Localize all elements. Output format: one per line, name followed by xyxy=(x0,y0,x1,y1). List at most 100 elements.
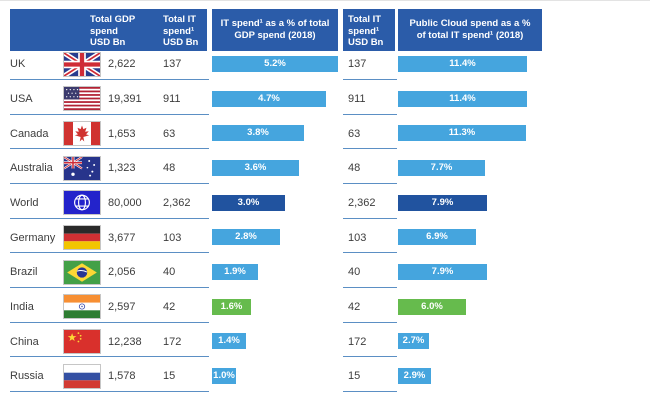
gdp-spend-value: 2,622 xyxy=(108,58,136,71)
it-spend-value-2: 103 xyxy=(348,231,367,244)
country-label: Australia xyxy=(10,162,53,175)
table-row: World 80,000 2,362 3.0% 2,362 7.9% xyxy=(0,186,650,221)
it-spend-value-2: 2,362 xyxy=(348,197,376,210)
header-public-cloud-pct-of-it: Public Cloud spend as a % of total IT sp… xyxy=(398,9,542,51)
it-spend-value: 137 xyxy=(163,58,182,71)
row-separator-left xyxy=(10,113,209,115)
row-separator-right xyxy=(343,183,397,184)
gdp-spend-value: 1,653 xyxy=(108,127,136,140)
country-label: Germany xyxy=(10,231,56,244)
country-label: USA xyxy=(10,93,33,105)
table-row: Australia 1,323 48 3.6% 48 7.7% xyxy=(0,151,650,186)
row-separator-right xyxy=(343,113,397,115)
header-total-it-spend-2: Total IT spend¹ USD Bn xyxy=(343,9,395,51)
cloud-pct-of-it-bar: 2.7% xyxy=(398,333,429,350)
it-pct-of-gdp-bar: 3.8% xyxy=(212,125,304,142)
header-country-gdp-it-block: Total GDP spend USD Bn Total IT spend¹ U… xyxy=(10,9,207,51)
it-spend-value-2: 42 xyxy=(348,301,361,314)
table-row: Brazil 2,056 40 1.9% 40 7.9% xyxy=(0,255,650,290)
cloud-pct-of-it-bar: 11.4% xyxy=(398,56,527,72)
gdp-spend-value: 3,677 xyxy=(108,231,136,244)
cloud-pct-of-it-bar: 11.4% xyxy=(398,90,527,107)
cloud-pct-of-it-bar: 6.0% xyxy=(398,298,466,315)
it-spend-value: 15 xyxy=(163,370,176,383)
row-separator-right xyxy=(343,356,397,358)
usa-flag-icon xyxy=(63,86,101,112)
country-label: India xyxy=(10,301,34,314)
canada-flag-icon xyxy=(63,120,101,146)
row-separator-left xyxy=(10,252,209,254)
it-pct-of-gdp-bar: 1.9% xyxy=(212,264,258,281)
it-spend-value: 42 xyxy=(163,301,176,314)
table-row: India 2,597 42 1.6% 42 6.0% xyxy=(0,290,650,325)
row-separator-right xyxy=(343,79,397,80)
cloud-pct-of-it-bar: 6.9% xyxy=(398,229,476,246)
world-globe-flag-icon xyxy=(63,190,101,216)
row-separator-left xyxy=(10,217,209,219)
table-row: Germany 3,677 103 2.8% 103 6.9% xyxy=(0,220,650,255)
row-separator-left xyxy=(10,79,209,80)
country-label: Canada xyxy=(10,127,49,140)
row-separator-left xyxy=(10,391,209,393)
gdp-spend-value: 1,323 xyxy=(108,162,136,175)
russia-flag-icon xyxy=(63,363,101,389)
it-spend-value: 63 xyxy=(163,127,176,140)
row-separator-right xyxy=(343,287,397,289)
row-separator-left xyxy=(10,321,209,323)
it-spend-value-2: 40 xyxy=(348,266,361,279)
header-total-gdp-spend: Total GDP spend USD Bn xyxy=(90,14,136,49)
country-label: World xyxy=(10,197,39,210)
it-spend-value: 103 xyxy=(163,231,182,244)
india-flag-icon xyxy=(63,294,101,320)
brazil-flag-icon xyxy=(63,259,101,285)
gdp-spend-value: 80,000 xyxy=(108,197,142,210)
country-label: Russia xyxy=(10,370,44,383)
it-pct-of-gdp-bar: 3.6% xyxy=(212,160,299,176)
germany-flag-icon xyxy=(63,224,101,250)
it-spend-value: 2,362 xyxy=(163,197,191,210)
it-spend-value-2: 15 xyxy=(348,370,361,383)
row-separator-right xyxy=(343,148,397,150)
cloud-pct-of-it-bar: 7.9% xyxy=(398,194,487,211)
row-separator-right xyxy=(343,252,397,254)
row-separator-right xyxy=(343,391,397,393)
gdp-spend-value: 19,391 xyxy=(108,93,142,105)
header-it-pct-of-gdp-label: IT spend¹ as a % of total GDP spend (201… xyxy=(220,18,330,41)
it-pct-of-gdp-bar: 4.7% xyxy=(212,90,326,107)
country-label: Brazil xyxy=(10,266,38,279)
it-spend-value-2: 137 xyxy=(348,58,367,71)
it-spend-value-2: 63 xyxy=(348,127,361,140)
cloud-pct-of-it-bar: 7.7% xyxy=(398,160,485,176)
table-row: Russia 1,578 15 1.0% 15 2.9% xyxy=(0,359,650,394)
header-total-it-spend: Total IT spend¹ USD Bn xyxy=(163,14,199,49)
gdp-spend-value: 12,238 xyxy=(108,335,142,348)
cloud-pct-of-it-bar: 7.9% xyxy=(398,264,487,281)
it-spend-value: 172 xyxy=(163,335,182,348)
cloud-pct-of-it-bar: 2.9% xyxy=(398,368,431,385)
row-separator-left xyxy=(10,356,209,358)
header-public-cloud-pct-of-it-label: Public Cloud spend as a % of total IT sp… xyxy=(409,18,531,41)
it-spend-value-2: 48 xyxy=(348,162,361,175)
row-separator-left xyxy=(10,287,209,289)
table-row: UK 2,622 137 5.2% 137 11.4% xyxy=(0,47,650,82)
row-separator-right xyxy=(343,217,397,219)
uk-flag-icon xyxy=(63,51,101,77)
gdp-spend-value: 2,056 xyxy=(108,266,136,279)
it-spend-value: 48 xyxy=(163,162,176,175)
it-pct-of-gdp-bar: 2.8% xyxy=(212,229,280,246)
gdp-spend-value: 2,597 xyxy=(108,301,136,314)
australia-flag-icon xyxy=(63,155,101,181)
table-row: Canada 1,653 63 3.8% 63 11.3% xyxy=(0,116,650,151)
it-spend-value: 911 xyxy=(163,93,181,105)
country-label: UK xyxy=(10,58,26,71)
header-it-pct-of-gdp: IT spend¹ as a % of total GDP spend (201… xyxy=(212,9,338,51)
it-pct-of-gdp-bar: 1.6% xyxy=(212,298,251,315)
country-label: China xyxy=(10,335,39,348)
table-row: USA 19,391 911 4.7% 911 11.4% xyxy=(0,82,650,117)
row-separator-right xyxy=(343,321,397,323)
it-spend-value-2: 911 xyxy=(348,93,366,105)
it-pct-of-gdp-bar: 1.4% xyxy=(212,333,246,350)
cloud-pct-of-it-bar: 11.3% xyxy=(398,125,526,142)
china-flag-icon xyxy=(63,328,101,354)
